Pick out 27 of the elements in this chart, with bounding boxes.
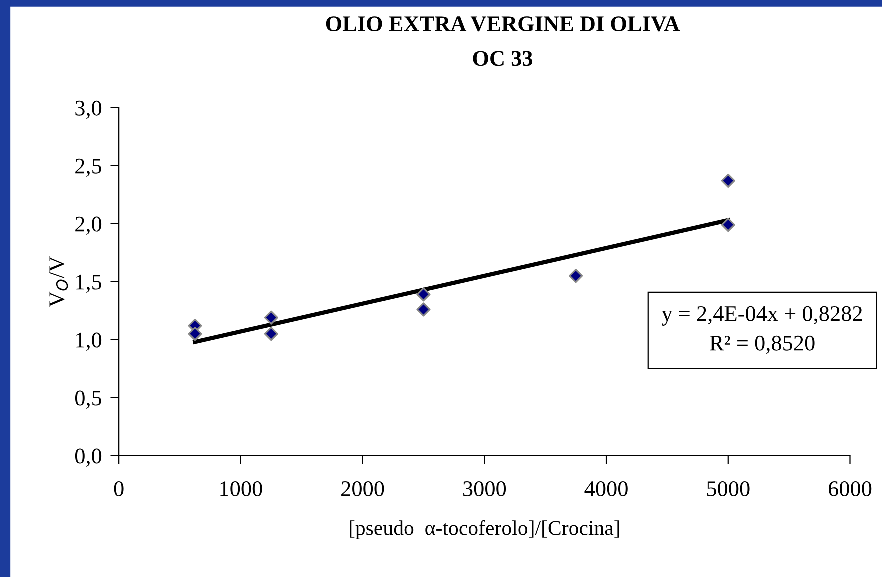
chart-subtitle: OC 33 bbox=[473, 51, 533, 66]
point bbox=[188, 327, 202, 342]
point bbox=[416, 302, 431, 317]
x-tick-label: 0 bbox=[114, 481, 124, 496]
x-tick-label: 6000 bbox=[828, 481, 872, 496]
chart-title: OLIO EXTRA VERGINE DI OLIVA bbox=[326, 16, 680, 32]
y-tick-label: 0,5 bbox=[75, 390, 102, 409]
x-tick-label: 5000 bbox=[707, 481, 750, 496]
point bbox=[721, 218, 736, 232]
point bbox=[721, 174, 736, 188]
point bbox=[416, 288, 431, 302]
y-tick-label: 0,0 bbox=[75, 448, 102, 467]
y-tick-label: 1,0 bbox=[76, 332, 102, 351]
x-axis-title: [pseudo α-tocoferolo]/[Crocina] bbox=[350, 520, 620, 540]
x-tick-label: 4000 bbox=[584, 481, 628, 496]
x-tick-label: 2000 bbox=[342, 481, 384, 496]
y-axis-title: V$_{O}$/V bbox=[50, 256, 68, 308]
y-tick-label: 1,5 bbox=[76, 274, 102, 293]
y-tick-label: 3,0 bbox=[76, 100, 102, 120]
x-tick-label: 3000 bbox=[464, 481, 506, 496]
x-tick-label: 1000 bbox=[220, 481, 262, 496]
y-tick-label: 2,5 bbox=[76, 158, 102, 178]
y-tick-label: 2,0 bbox=[76, 216, 102, 236]
annotation: y = 2,4E-04x + 0,8282 R² = 0,8520 bbox=[662, 306, 862, 354]
point bbox=[264, 310, 278, 325]
point bbox=[569, 269, 584, 284]
point bbox=[264, 327, 278, 342]
